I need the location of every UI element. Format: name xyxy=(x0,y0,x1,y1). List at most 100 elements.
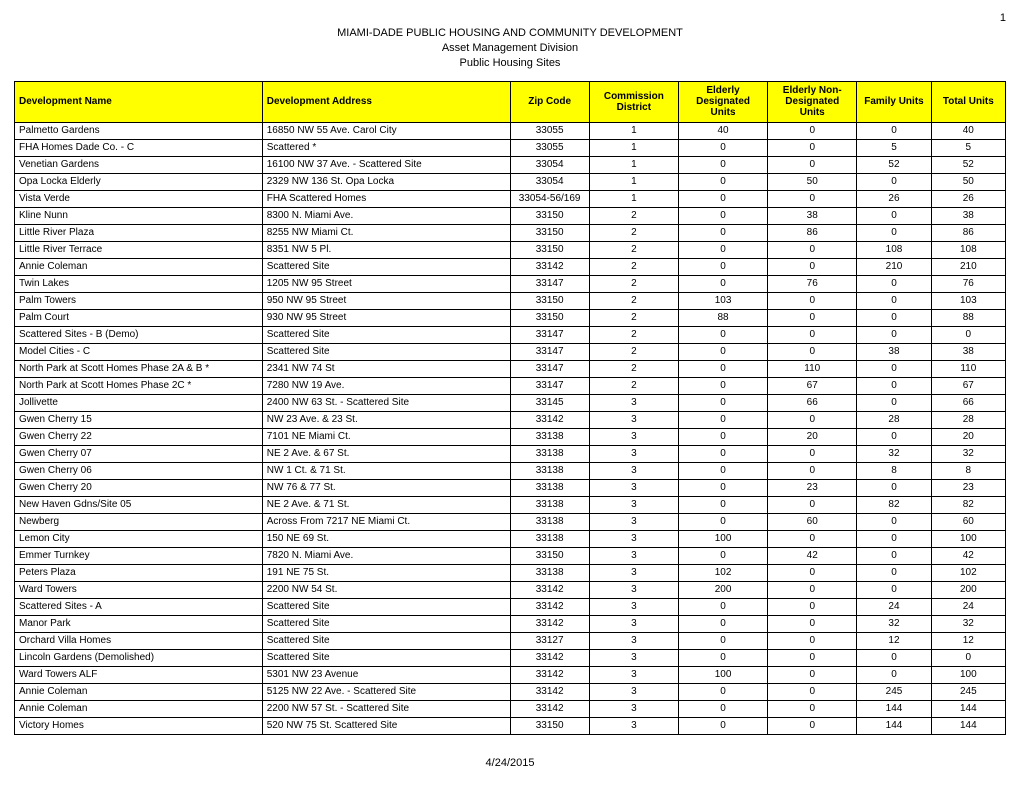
table-cell: 38 xyxy=(857,343,931,360)
table-cell: 33055 xyxy=(510,139,589,156)
table-cell: 67 xyxy=(768,377,857,394)
table-cell: Orchard Villa Homes xyxy=(15,632,263,649)
table-cell: 1 xyxy=(589,190,678,207)
table-cell: 26 xyxy=(931,190,1005,207)
table-cell: 3 xyxy=(589,598,678,615)
table-cell: Annie Coleman xyxy=(15,683,263,700)
table-cell: 0 xyxy=(678,428,767,445)
table-cell: 2 xyxy=(589,224,678,241)
table-cell: 40 xyxy=(931,122,1005,139)
table-cell: Gwen Cherry 22 xyxy=(15,428,263,445)
table-cell: 0 xyxy=(678,326,767,343)
table-cell: 0 xyxy=(857,326,931,343)
table-cell: NE 2 Ave. & 67 St. xyxy=(262,445,510,462)
table-body: Palmetto Gardens16850 NW 55 Ave. Carol C… xyxy=(15,122,1006,734)
table-cell: 100 xyxy=(931,530,1005,547)
table-cell: 0 xyxy=(857,530,931,547)
table-cell: 0 xyxy=(857,666,931,683)
col-header-district: Commission District xyxy=(589,81,678,122)
table-row: Gwen Cherry 15NW 23 Ave. & 23 St.3314230… xyxy=(15,411,1006,428)
table-row: Emmer Turnkey7820 N. Miami Ave.331503042… xyxy=(15,547,1006,564)
table-cell: 0 xyxy=(768,258,857,275)
table-cell: Twin Lakes xyxy=(15,275,263,292)
table-row: NewbergAcross From 7217 NE Miami Ct.3313… xyxy=(15,513,1006,530)
table-cell: 100 xyxy=(678,530,767,547)
table-cell: 0 xyxy=(678,632,767,649)
table-cell: 0 xyxy=(768,564,857,581)
table-cell: 103 xyxy=(678,292,767,309)
table-row: Palm Court930 NW 95 Street331502880088 xyxy=(15,309,1006,326)
table-cell: 2 xyxy=(589,258,678,275)
table-cell: 33147 xyxy=(510,343,589,360)
table-cell: 33138 xyxy=(510,564,589,581)
table-cell: 67 xyxy=(931,377,1005,394)
table-cell: Victory Homes xyxy=(15,717,263,734)
table-cell: 82 xyxy=(857,496,931,513)
table-cell: 5125 NW 22 Ave. - Scattered Site xyxy=(262,683,510,700)
table-cell: NE 2 Ave. & 71 St. xyxy=(262,496,510,513)
table-cell: 100 xyxy=(678,666,767,683)
table-cell: 76 xyxy=(931,275,1005,292)
table-cell: 0 xyxy=(857,173,931,190)
table-cell: 110 xyxy=(768,360,857,377)
table-cell: 144 xyxy=(857,717,931,734)
col-header-family-units: Family Units xyxy=(857,81,931,122)
table-cell: North Park at Scott Homes Phase 2A & B * xyxy=(15,360,263,377)
table-cell: 16100 NW 37 Ave. - Scattered Site xyxy=(262,156,510,173)
table-row: Gwen Cherry 20NW 76 & 77 St.331383023023 xyxy=(15,479,1006,496)
table-cell: 42 xyxy=(931,547,1005,564)
table-cell: 0 xyxy=(768,190,857,207)
table-row: Little River Plaza8255 NW Miami Ct.33150… xyxy=(15,224,1006,241)
table-cell: 33150 xyxy=(510,309,589,326)
table-cell: 0 xyxy=(768,241,857,258)
footer-date: 4/24/2015 xyxy=(14,757,1006,769)
table-cell: 0 xyxy=(857,360,931,377)
table-cell: 5 xyxy=(857,139,931,156)
table-cell: Lincoln Gardens (Demolished) xyxy=(15,649,263,666)
table-cell: 8255 NW Miami Ct. xyxy=(262,224,510,241)
table-row: Manor ParkScattered Site331423003232 xyxy=(15,615,1006,632)
table-cell: Scattered Site xyxy=(262,326,510,343)
table-cell: FHA Homes Dade Co. - C xyxy=(15,139,263,156)
table-cell: Venetian Gardens xyxy=(15,156,263,173)
table-cell: 33138 xyxy=(510,496,589,513)
table-cell: 8 xyxy=(931,462,1005,479)
table-cell: 2 xyxy=(589,377,678,394)
table-cell: Emmer Turnkey xyxy=(15,547,263,564)
table-cell: 0 xyxy=(857,309,931,326)
table-cell: 33055 xyxy=(510,122,589,139)
table-cell: 3 xyxy=(589,411,678,428)
table-cell: 2 xyxy=(589,309,678,326)
table-cell: 0 xyxy=(678,513,767,530)
table-cell: Scattered Sites - B (Demo) xyxy=(15,326,263,343)
table-row: Annie Coleman2200 NW 57 St. - Scattered … xyxy=(15,700,1006,717)
table-cell: 0 xyxy=(768,156,857,173)
table-cell: 60 xyxy=(931,513,1005,530)
table-cell: 33142 xyxy=(510,411,589,428)
table-cell: Manor Park xyxy=(15,615,263,632)
title-line-1: MIAMI-DADE PUBLIC HOUSING AND COMMUNITY … xyxy=(14,26,1006,41)
table-row: Ward Towers ALF5301 NW 23 Avenue33142310… xyxy=(15,666,1006,683)
table-cell: Lemon City xyxy=(15,530,263,547)
table-cell: 52 xyxy=(931,156,1005,173)
table-cell: 3 xyxy=(589,649,678,666)
table-cell: NW 76 & 77 St. xyxy=(262,479,510,496)
table-cell: Gwen Cherry 06 xyxy=(15,462,263,479)
table-cell: 210 xyxy=(931,258,1005,275)
table-cell: 0 xyxy=(678,598,767,615)
table-cell: 33138 xyxy=(510,479,589,496)
housing-sites-table: Development Name Development Address Zip… xyxy=(14,81,1006,735)
table-cell: 3 xyxy=(589,394,678,411)
table-cell: 0 xyxy=(857,207,931,224)
table-cell: 0 xyxy=(768,326,857,343)
table-cell: 33054-56/169 xyxy=(510,190,589,207)
table-cell: 23 xyxy=(931,479,1005,496)
table-cell: 0 xyxy=(768,411,857,428)
table-cell: 0 xyxy=(768,496,857,513)
table-cell: 150 NE 69 St. xyxy=(262,530,510,547)
table-cell: 245 xyxy=(931,683,1005,700)
table-cell: 200 xyxy=(678,581,767,598)
table-cell: 0 xyxy=(678,547,767,564)
table-cell: 0 xyxy=(678,411,767,428)
table-cell: 0 xyxy=(857,581,931,598)
